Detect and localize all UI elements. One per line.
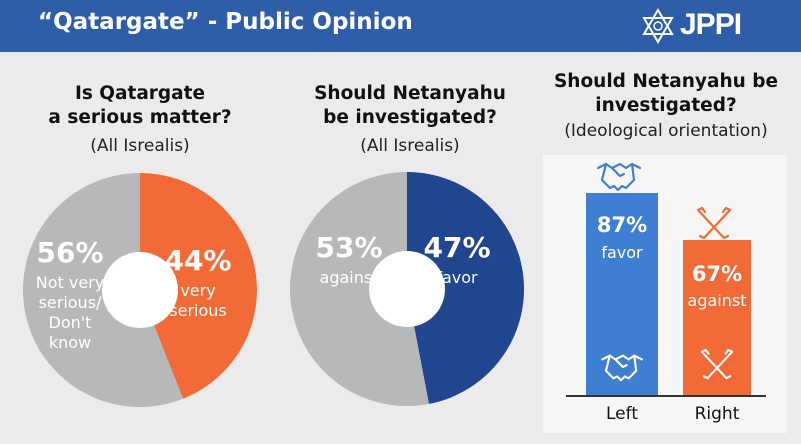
chart1-title-line: Is Qatargate — [74, 83, 206, 104]
crossed-arms-icon — [696, 206, 732, 240]
donut-slice-against — [290, 172, 429, 406]
slice-value-label: 53% — [315, 231, 382, 264]
bar-right-value: 67% — [691, 262, 743, 286]
chart2-subtitle: (All Isrealis) — [360, 136, 460, 156]
donut-hole — [102, 252, 178, 328]
chart3-baseline — [566, 395, 766, 397]
slice-value-label: 56% — [36, 236, 103, 269]
chart3-subtitle: (Ideological orientation) — [564, 121, 768, 141]
donut-hole — [369, 251, 445, 327]
slice-value-label: 44% — [164, 244, 231, 277]
donut-slice-very-serious — [140, 173, 257, 399]
header-bar: “Qatargate” - Public Opinion JPPI — [0, 0, 801, 52]
slice-category-label: Don't — [49, 313, 92, 332]
donut-slice-favor — [407, 172, 525, 404]
slice-category-label: against — [320, 268, 379, 287]
chart1-subtitle: (All Isrealis) — [90, 136, 190, 156]
chart2-title: Should Netanyahu be investigated? — [290, 82, 530, 130]
chart2-title-line: Should Netanyahu — [314, 83, 506, 104]
bar-left — [586, 193, 658, 395]
bar-right-sublabel: against — [687, 291, 747, 310]
slice-category-label: serious/ — [39, 293, 102, 312]
handshake-icon — [601, 354, 643, 382]
logo-text: JPPI — [680, 8, 742, 41]
chart3-title-line: Should Netanyahu be — [553, 71, 779, 92]
chart1-title-line: a serious matter? — [48, 107, 232, 128]
slice-category-label: very — [180, 281, 215, 300]
category-label-right: Right — [694, 404, 740, 424]
chart3-title: Should Netanyahu be investigated? — [540, 70, 792, 118]
chart2-title-line: be investigated? — [323, 107, 497, 128]
handshake-icon — [596, 162, 642, 192]
chart2-donut: 47% favor 53% against — [290, 172, 525, 406]
slice-category-label: serious — [169, 301, 226, 320]
slice-value-label: 47% — [423, 231, 490, 264]
jppi-logo: JPPI — [640, 4, 770, 48]
slice-category-label: favor — [436, 268, 478, 287]
chart3-title-line: investigated? — [595, 95, 737, 116]
star-of-david-icon — [642, 8, 674, 44]
category-label-left: Left — [606, 404, 638, 424]
bar-left-value: 87% — [596, 213, 648, 237]
bar-left-sublabel: favor — [601, 243, 643, 262]
page-title: “Qatargate” - Public Opinion — [38, 9, 413, 35]
chart1-title: Is Qatargate a serious matter? — [20, 82, 260, 130]
slice-category-label: know — [49, 333, 91, 352]
crossed-arms-icon — [700, 348, 734, 380]
slice-category-label: Not very — [36, 273, 104, 292]
